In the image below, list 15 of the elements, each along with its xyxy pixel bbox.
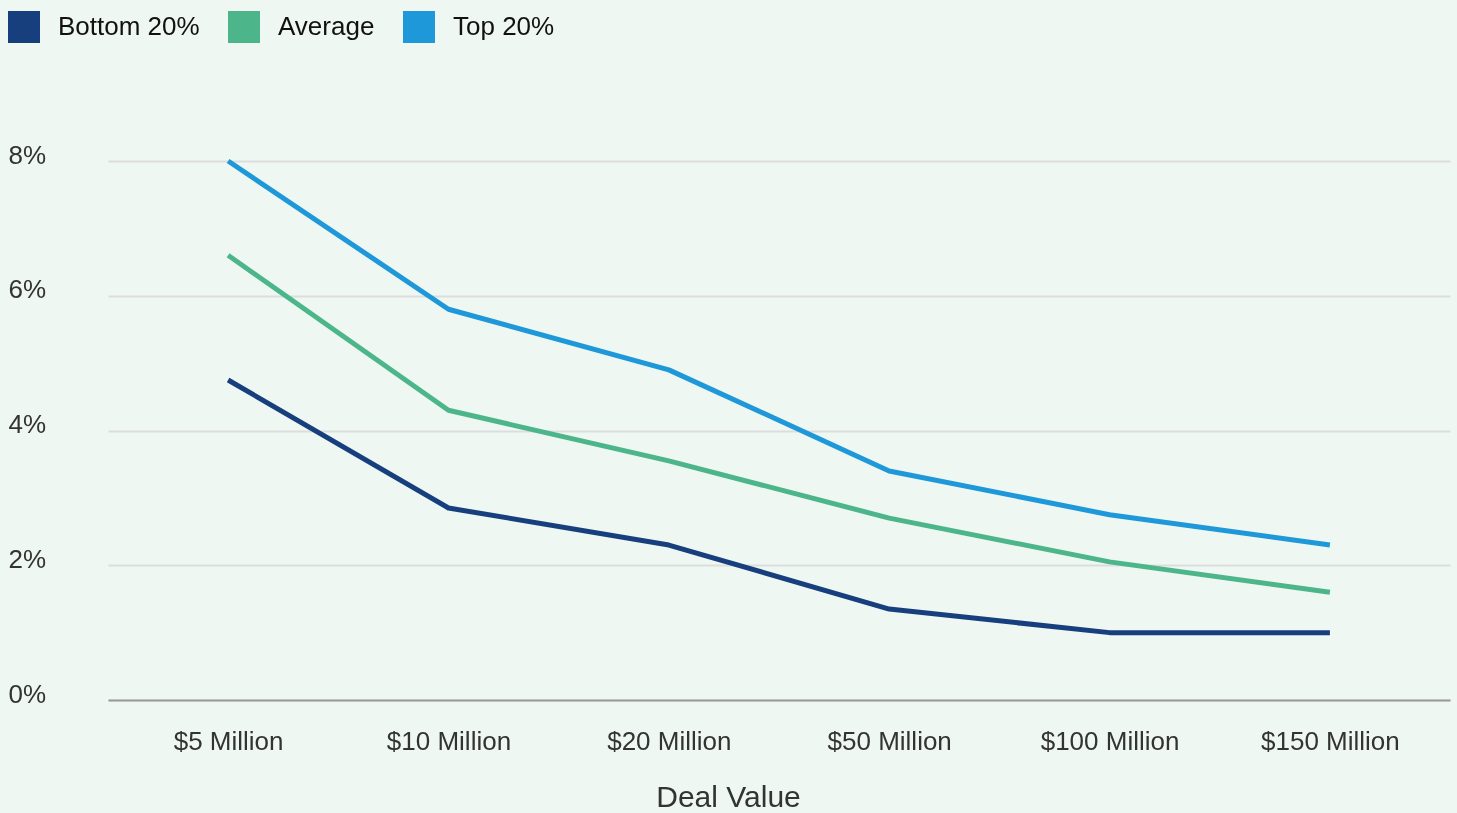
y-tick-label: 8% <box>8 139 47 170</box>
legend-label: Top 20% <box>453 11 555 41</box>
y-tick-label: 0% <box>8 678 47 709</box>
x-tick-label: $100 Million <box>1040 725 1180 756</box>
y-tick-label: 4% <box>8 409 47 439</box>
legend-label: Average <box>278 11 375 41</box>
x-axis-title: Deal Value <box>656 779 801 813</box>
x-tick-label: $20 Million <box>607 725 732 756</box>
x-tick-label: $150 Million <box>1261 725 1400 756</box>
x-tick-label: $10 Million <box>386 725 512 756</box>
y-tick-label: 2% <box>8 543 47 574</box>
x-tick-label: $5 Million <box>173 725 284 756</box>
y-tick-label: 6% <box>8 274 47 305</box>
x-tick-label: $50 Million <box>827 725 952 756</box>
legend-label: Bottom 20% <box>58 11 200 41</box>
